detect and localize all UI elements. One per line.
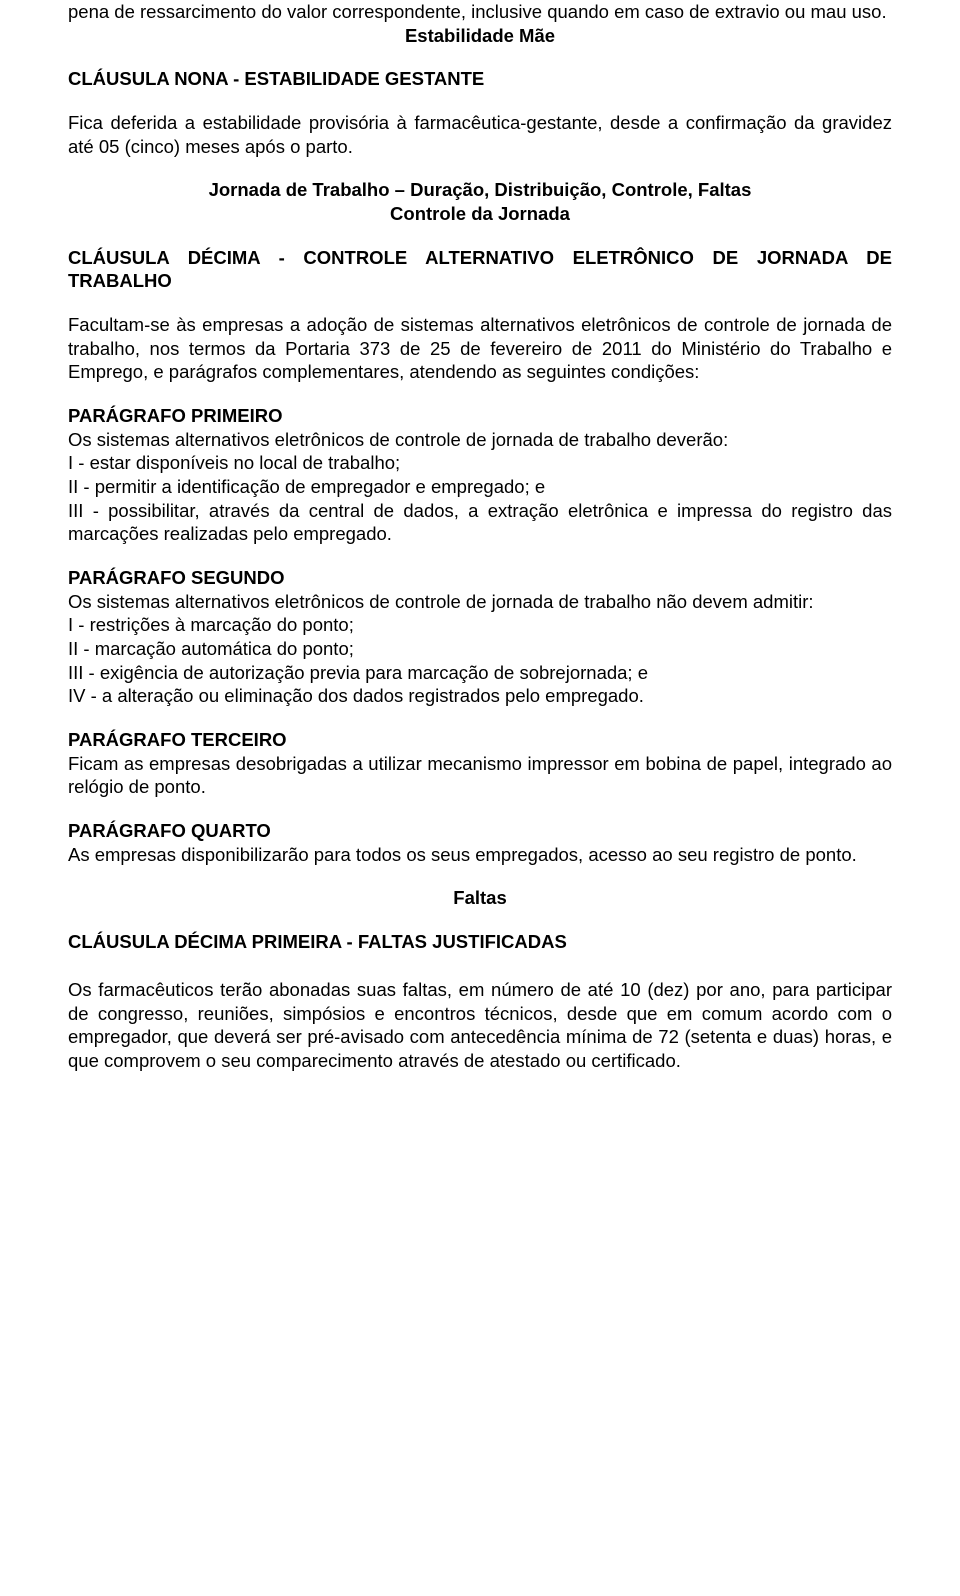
clause-heading: CLÁUSULA NONA - ESTABILIDADE GESTANTE [68, 67, 892, 91]
body-paragraph: pena de ressarcimento do valor correspon… [68, 0, 892, 24]
paragraph-heading: PARÁGRAFO PRIMEIRO [68, 404, 892, 428]
list-item: II - permitir a identificação de emprega… [68, 475, 892, 499]
list-item: I - estar disponíveis no local de trabal… [68, 451, 892, 475]
section-heading: Jornada de Trabalho – Duração, Distribui… [68, 178, 892, 202]
body-paragraph: Os sistemas alternativos eletrônicos de … [68, 590, 892, 614]
list-item: IV - a alteração ou eliminação dos dados… [68, 684, 892, 708]
paragraph-heading: PARÁGRAFO SEGUNDO [68, 566, 892, 590]
section-subheading: Controle da Jornada [68, 202, 892, 226]
clause-heading: CLÁUSULA DÉCIMA - CONTROLE ALTERNATIVO E… [68, 246, 892, 293]
body-paragraph: Fica deferida a estabilidade provisória … [68, 111, 892, 158]
body-paragraph: Os farmacêuticos terão abonadas suas fal… [68, 978, 892, 1073]
paragraph-heading: PARÁGRAFO QUARTO [68, 819, 892, 843]
body-paragraph: As empresas disponibilizarão para todos … [68, 843, 892, 867]
section-heading: Faltas [68, 886, 892, 910]
clause-heading: CLÁUSULA DÉCIMA PRIMEIRA - FALTAS JUSTIF… [68, 930, 892, 954]
list-item: III - possibilitar, através da central d… [68, 499, 892, 546]
body-paragraph: Facultam-se às empresas a adoção de sist… [68, 313, 892, 384]
paragraph-heading: PARÁGRAFO TERCEIRO [68, 728, 892, 752]
body-paragraph: Os sistemas alternativos eletrônicos de … [68, 428, 892, 452]
list-item: III - exigência de autorização previa pa… [68, 661, 892, 685]
list-item: II - marcação automática do ponto; [68, 637, 892, 661]
section-heading: Estabilidade Mãe [68, 24, 892, 48]
body-paragraph: Ficam as empresas desobrigadas a utiliza… [68, 752, 892, 799]
list-item: I - restrições à marcação do ponto; [68, 613, 892, 637]
